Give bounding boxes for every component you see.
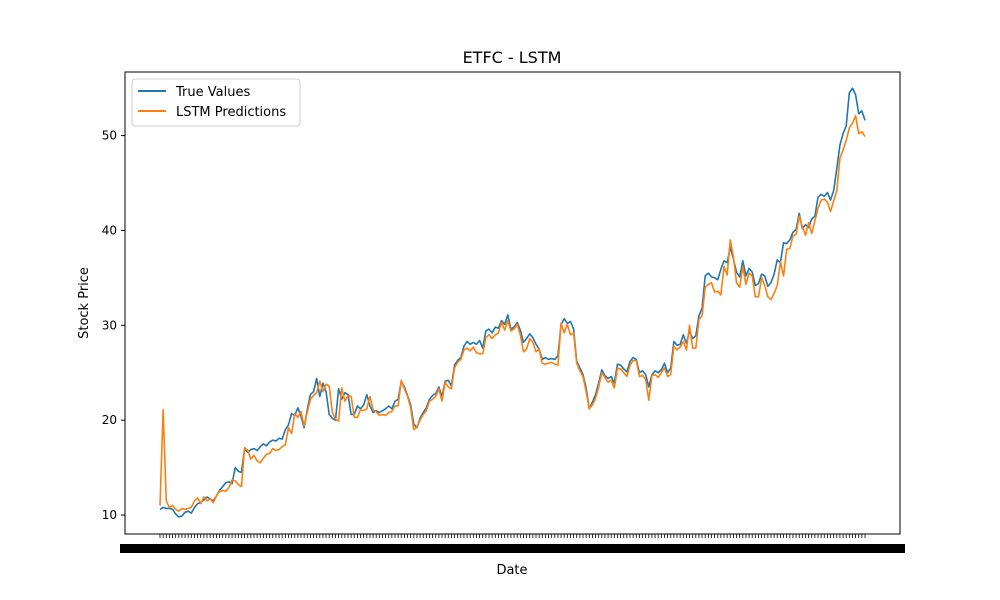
x-axis-label: Date — [496, 563, 527, 578]
x-axis-ticks — [120, 534, 905, 553]
y-tick-label: 10 — [102, 508, 117, 522]
series-line-lstm-predictions — [159, 114, 866, 513]
y-tick-label: 20 — [102, 413, 117, 427]
legend-label-true-values: True Values — [175, 85, 250, 100]
y-axis-ticks: 10 20 30 40 50 — [102, 129, 125, 522]
legend-label-lstm-predictions: LSTM Predictions — [176, 105, 286, 120]
y-tick-label: 30 — [102, 318, 117, 332]
plot-area-frame — [124, 71, 901, 535]
y-axis-label: Stock Price — [77, 267, 92, 339]
plot-lines — [159, 87, 866, 518]
legend: True Values LSTM Predictions — [131, 78, 301, 127]
x-tick-labels-overlapping — [120, 544, 905, 553]
chart-title: ETFC - LSTM — [463, 48, 562, 67]
y-tick-label: 40 — [102, 223, 117, 237]
legend-box — [131, 78, 301, 127]
y-tick-label: 50 — [102, 129, 117, 143]
series-line-true-values — [159, 87, 866, 518]
